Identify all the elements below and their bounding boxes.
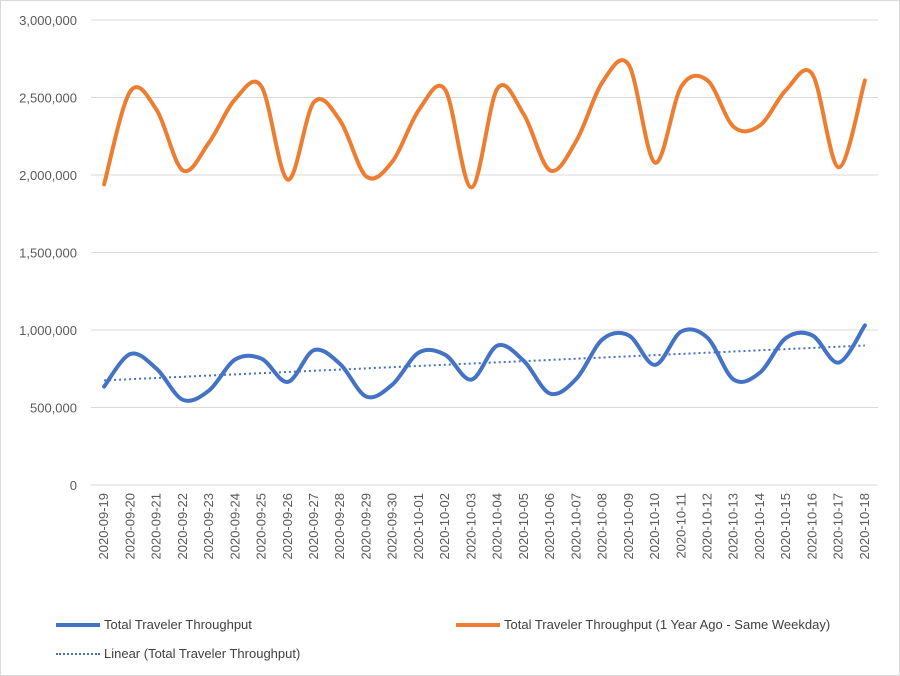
- x-tick-label: 2020-10-08: [595, 493, 610, 560]
- legend-swatch-dotted: [56, 652, 100, 655]
- x-tick-label: 2020-09-25: [254, 493, 269, 560]
- y-tick-label: 3,000,000: [19, 13, 77, 28]
- x-tick-label: 2020-10-12: [699, 493, 714, 560]
- x-tick-label: 2020-10-10: [647, 493, 662, 560]
- x-tick-label: 2020-09-24: [227, 493, 242, 560]
- x-tick-label: 2020-09-21: [149, 493, 164, 560]
- x-tick-label: 2020-10-04: [490, 493, 505, 560]
- trendline-linear: [104, 344, 865, 382]
- x-tick-label: 2020-10-05: [516, 493, 531, 560]
- x-tick-label: 2020-10-09: [621, 493, 636, 560]
- grid-lines: [91, 19, 878, 486]
- x-tick-label: 2020-10-07: [568, 493, 583, 560]
- x-tick-label: 2020-10-17: [831, 493, 846, 560]
- x-tick-label: 2020-09-20: [122, 493, 137, 560]
- x-tick-label: 2020-10-13: [726, 493, 741, 560]
- x-tick-label: 2020-10-01: [411, 493, 426, 560]
- y-tick-label: 1,500,000: [19, 246, 77, 261]
- y-tick-label: 2,500,000: [19, 91, 77, 106]
- x-tick-label: 2020-09-27: [306, 493, 321, 560]
- x-tick-label: 2020-09-29: [358, 493, 373, 560]
- legend-item-throughput-last-year: Total Traveler Throughput (1 Year Ago - …: [456, 617, 830, 632]
- x-tick-label: 2020-09-28: [332, 493, 347, 560]
- x-tick-label: 2020-10-11: [673, 493, 688, 559]
- x-tick-label: 2020-09-26: [280, 493, 295, 560]
- legend-item-throughput: Total Traveler Throughput: [56, 617, 252, 632]
- legend-label: Linear (Total Traveler Throughput): [104, 646, 301, 661]
- y-tick-label: 2,000,000: [19, 168, 77, 183]
- x-axis-ticks: 2020-09-19 2020-09-20 2020-09-21 2020-09-22…: [96, 493, 872, 560]
- x-tick-label: 2020-10-16: [804, 493, 819, 560]
- x-tick-label: 2020-10-06: [542, 493, 557, 560]
- legend-label: Total Traveler Throughput (1 Year Ago - …: [504, 617, 831, 632]
- x-tick-label: 2020-10-14: [752, 493, 767, 560]
- x-tick-label: 2020-10-15: [778, 493, 793, 560]
- series-line-throughput-last-year: [102, 58, 867, 190]
- x-tick-label: 2020-09-30: [385, 493, 400, 560]
- legend-swatch-orange: [456, 622, 500, 627]
- line-chart: 0 500,000 1,000,000 1,500,000 2,000,000 2,500…: [19, 13, 878, 560]
- x-tick-label: 2020-09-19: [96, 493, 111, 560]
- y-axis-ticks: 0 500,000 1,000,000 1,500,000 2,000,000 2,500…: [19, 13, 77, 493]
- legend-label: Total Traveler Throughput: [104, 617, 252, 632]
- x-tick-label: 2020-10-02: [437, 493, 452, 560]
- y-tick-label: 500,000: [30, 401, 77, 416]
- x-tick-label: 2020-09-23: [201, 493, 216, 560]
- x-tick-label: 2020-09-22: [175, 493, 190, 560]
- x-tick-label: 2020-10-03: [463, 493, 478, 560]
- series-lines: [102, 58, 867, 403]
- y-tick-label: 1,000,000: [19, 323, 77, 338]
- legend-swatch-blue: [56, 622, 100, 627]
- legend-item-linear-trend: Linear (Total Traveler Throughput): [56, 646, 300, 661]
- x-tick-label: 2020-10-18: [857, 493, 872, 560]
- y-tick-label: 0: [70, 478, 77, 493]
